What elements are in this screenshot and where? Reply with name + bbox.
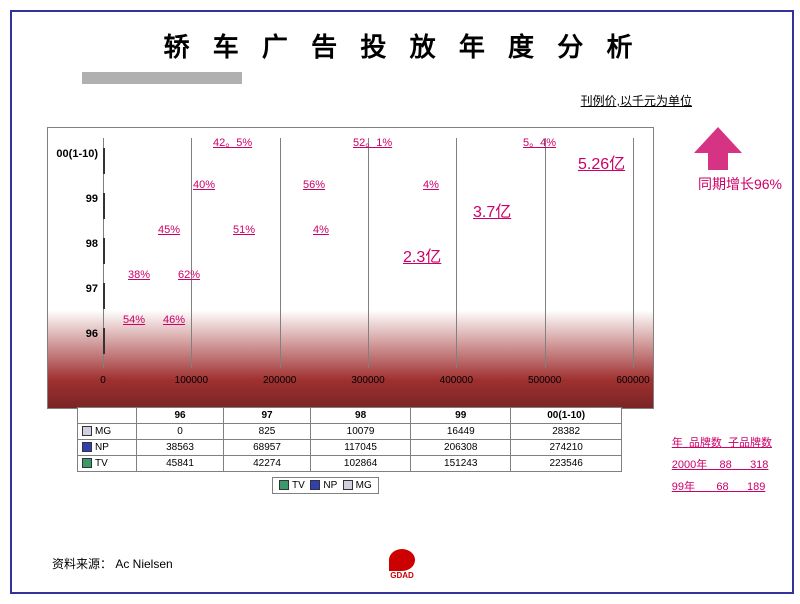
x-tick: 500000: [528, 375, 561, 386]
pct: 40%: [193, 179, 215, 191]
pct: 38%: [128, 269, 150, 281]
brand-table: 年 品牌数 子品牌数 2000年 88 318 99年 68 189: [672, 432, 772, 498]
x-tick: 300000: [351, 375, 384, 386]
legend: TV NP MG: [272, 477, 379, 494]
up-arrow-stem: [708, 152, 728, 170]
pct: 51%: [233, 224, 255, 236]
pct: 4%: [423, 179, 439, 191]
table-row: TV 4584142274102864151243223546: [78, 456, 622, 472]
source-text: 资料来源： Ac Nielsen: [52, 555, 173, 572]
pct: 62%: [178, 269, 200, 281]
slide-frame: 轿 车 广 告 投 放 年 度 分 析 刊例价,以千元为单位 0 100000 …: [10, 10, 794, 594]
pct: 42。5%: [213, 134, 252, 150]
unit-note: 刊例价,以千元为单位: [581, 92, 692, 109]
pct: 4%: [313, 224, 329, 236]
pct: 52。1%: [353, 134, 392, 150]
title-underline: [82, 72, 242, 84]
chart-area: 0 100000 200000 300000 400000 500000 600…: [47, 127, 654, 409]
value-label: 5.26亿: [578, 150, 625, 174]
x-tick: 0: [100, 375, 106, 386]
x-tick: 600000: [616, 375, 649, 386]
x-tick: 400000: [440, 375, 473, 386]
pct: 45%: [158, 224, 180, 236]
table-row: NP 3856368957117045206308274210: [78, 440, 622, 456]
plot-area: 0 100000 200000 300000 400000 500000 600…: [103, 138, 633, 368]
logo: GDAD: [389, 549, 415, 580]
data-table: 96 97 98 99 00(1-10) MG 0825100791644928…: [77, 407, 622, 472]
pct: 56%: [303, 179, 325, 191]
value-label: 2.3亿: [403, 243, 441, 267]
x-tick: 200000: [263, 375, 296, 386]
up-arrow-icon: [694, 127, 742, 153]
x-tick: 100000: [175, 375, 208, 386]
pct: 5。4%: [523, 134, 556, 150]
slide-title: 轿 车 广 告 投 放 年 度 分 析: [12, 27, 792, 64]
value-label: 3.7亿: [473, 198, 511, 222]
table-row: MG 0825100791644928382: [78, 424, 622, 440]
growth-text: 同期增长96%: [698, 174, 782, 194]
logo-text: GDAD: [389, 571, 415, 580]
logo-icon: [389, 549, 415, 571]
pct: 46%: [163, 314, 185, 326]
pct: 54%: [123, 314, 145, 326]
